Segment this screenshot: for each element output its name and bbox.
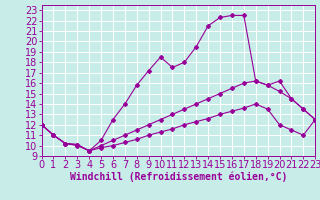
X-axis label: Windchill (Refroidissement éolien,°C): Windchill (Refroidissement éolien,°C) — [70, 172, 287, 182]
